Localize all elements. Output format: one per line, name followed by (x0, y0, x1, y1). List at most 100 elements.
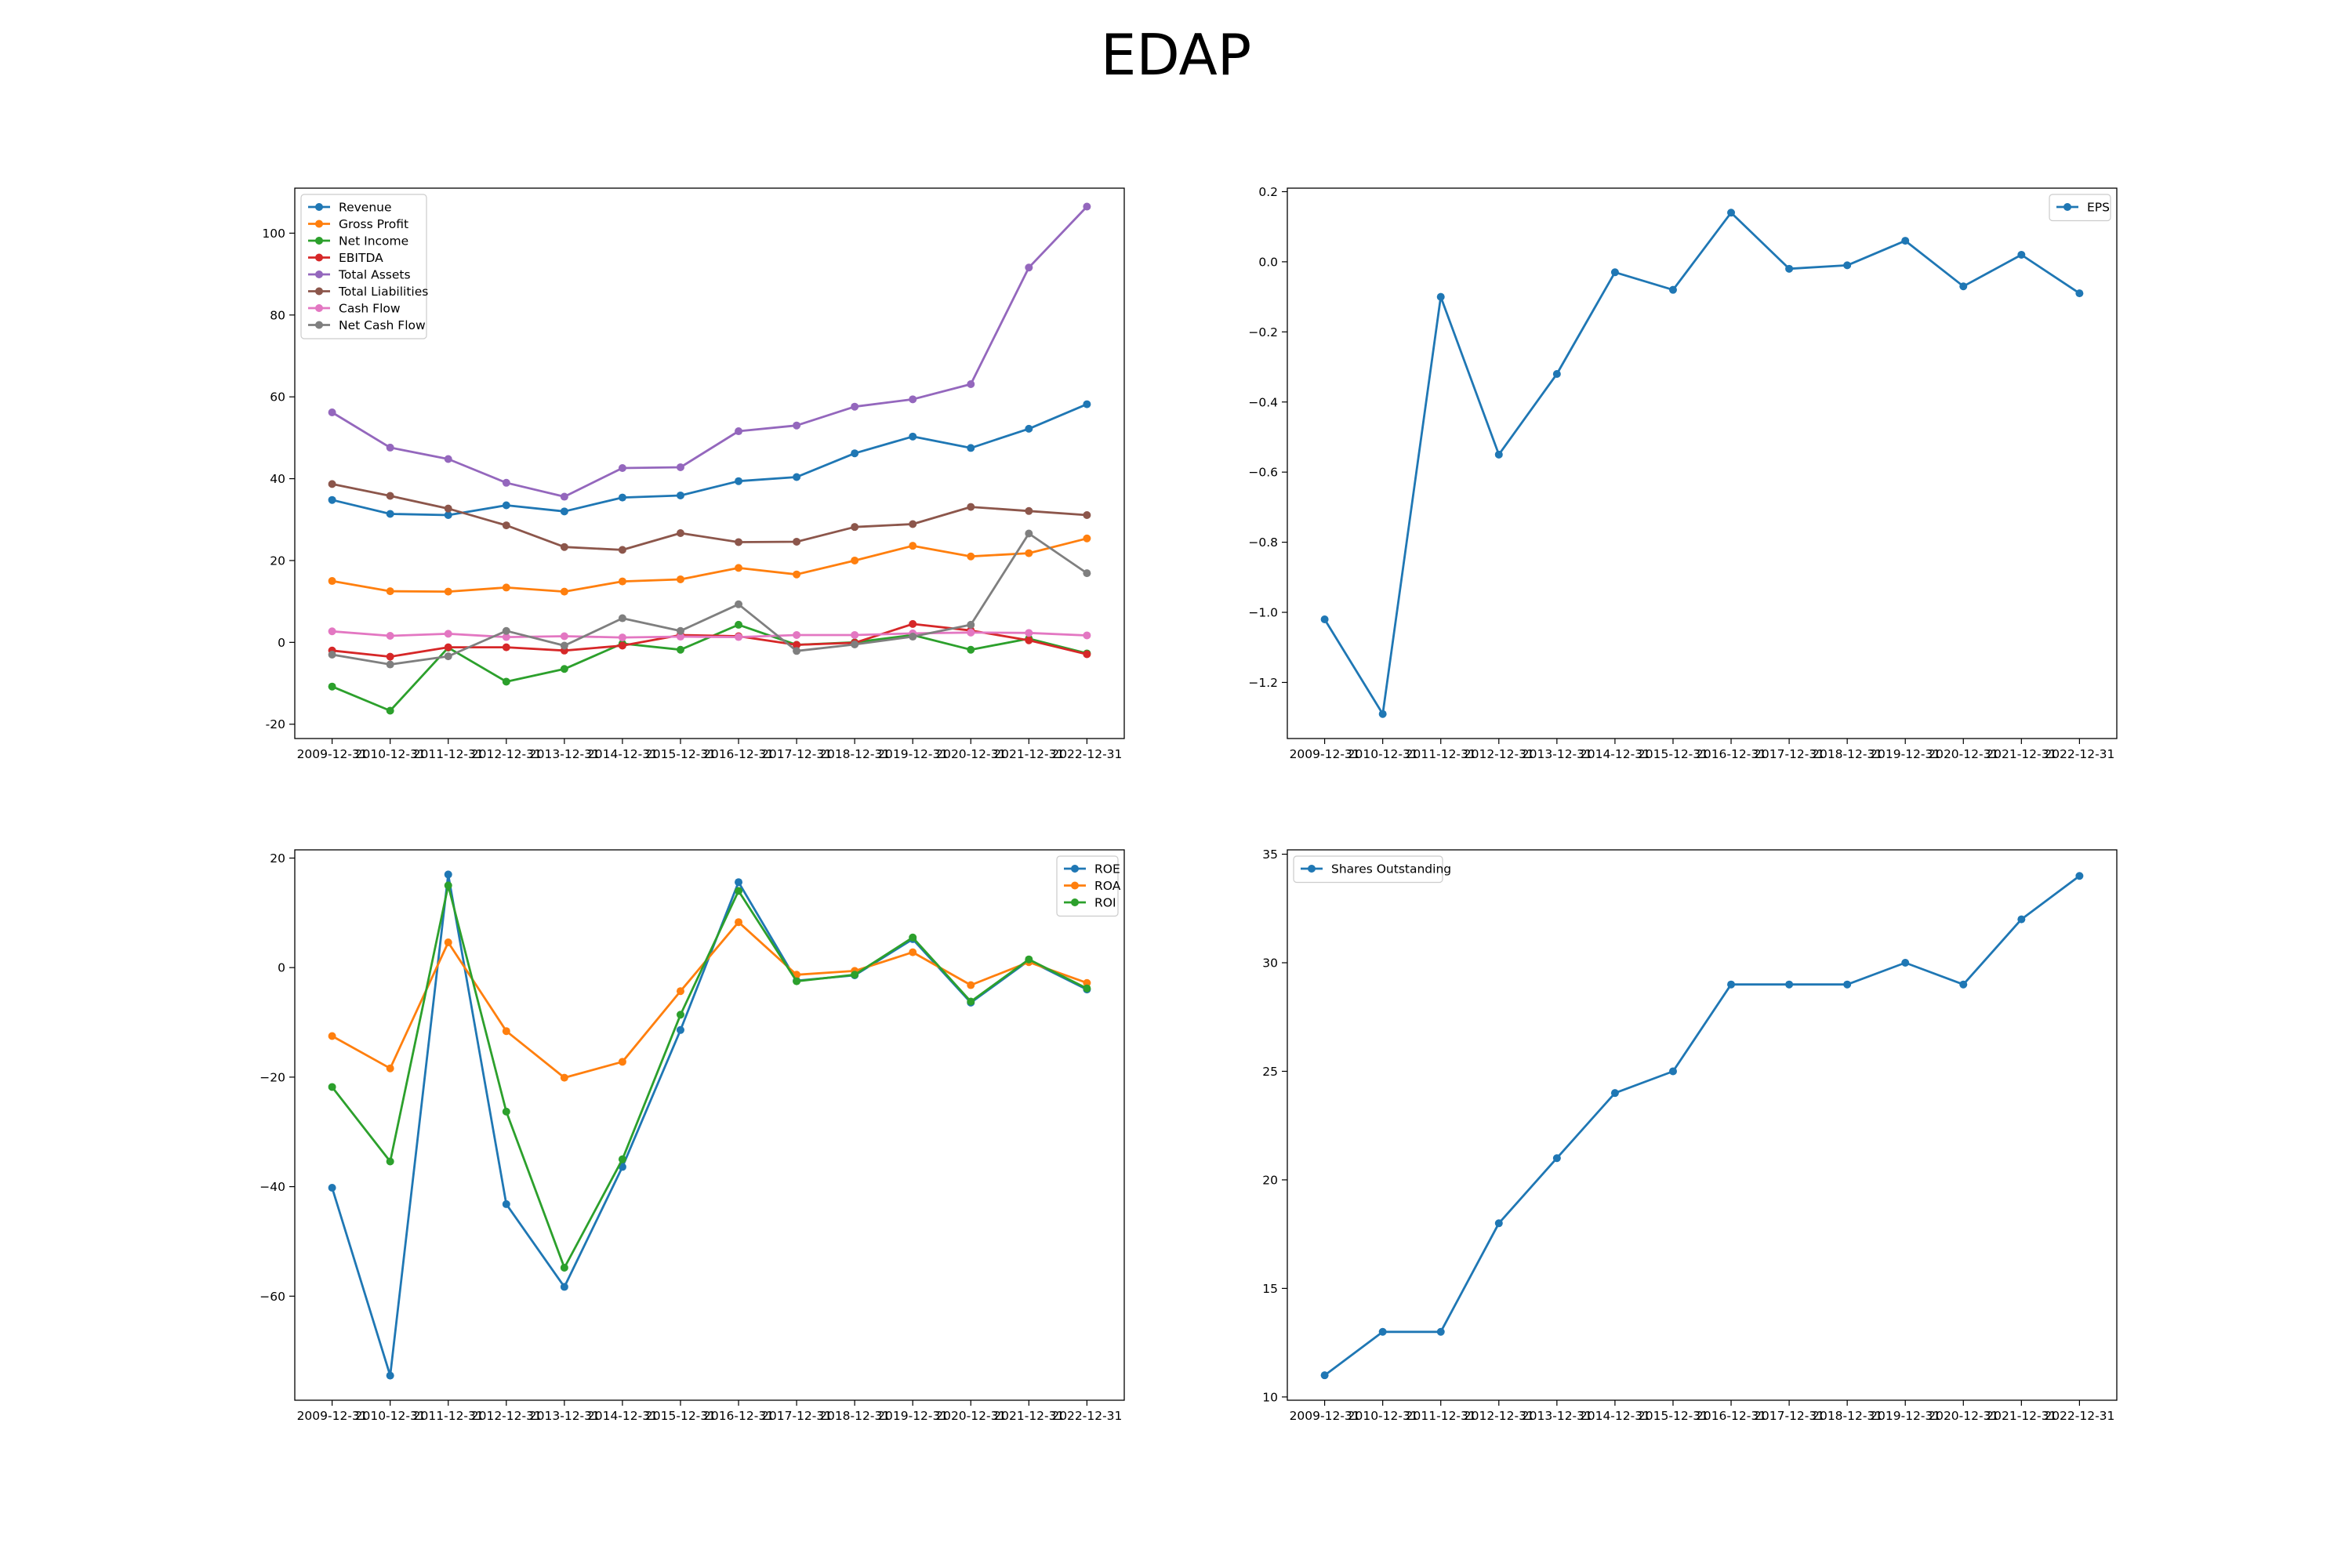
legend-marker (1308, 865, 1316, 873)
series-roi (328, 881, 1091, 1272)
x-tick-label: 2017-12-31 (1754, 1409, 1824, 1423)
data-point (1083, 202, 1091, 211)
series-line (1323, 875, 2081, 1377)
data-point (1025, 263, 1033, 272)
data-point (328, 682, 336, 691)
y-tick-label: 80 (270, 308, 285, 322)
data-point (735, 633, 743, 641)
data-point (1083, 511, 1091, 520)
series-line (1323, 211, 2081, 716)
y-tick-label: −1.2 (1248, 676, 1278, 690)
x-tick-label: 2010-12-31 (355, 1409, 426, 1423)
legend-marker (315, 237, 323, 245)
data-point (386, 1157, 394, 1166)
legend-marker (315, 304, 323, 312)
data-point (909, 619, 917, 628)
legend-marker (1071, 898, 1079, 906)
data-point (851, 556, 859, 564)
data-point (967, 645, 975, 654)
x-tick-label: 2016-12-31 (1696, 1409, 1766, 1423)
data-point (1025, 549, 1033, 557)
x-tick-label: 2021-12-31 (1986, 747, 2056, 761)
x-tick-label: 2009-12-31 (1290, 1409, 1360, 1423)
data-point (735, 538, 743, 546)
chart-panel-1: 2009-12-312010-12-312011-12-312012-12-31… (262, 187, 1125, 761)
x-tick-label: 2012-12-31 (471, 747, 542, 761)
data-point (386, 510, 394, 518)
y-tick-label: 0.2 (1258, 185, 1278, 199)
data-point (502, 521, 510, 530)
y-tick-label: 10 (1262, 1390, 1278, 1404)
data-point (560, 641, 568, 650)
x-tick-label: 2015-12-31 (645, 747, 716, 761)
data-point (735, 427, 743, 436)
series-total-assets (328, 202, 1091, 501)
x-tick-label: 2010-12-31 (1348, 747, 1418, 761)
data-point (1083, 534, 1091, 543)
y-tick-label: −40 (260, 1180, 285, 1194)
x-tick-label: 2022-12-31 (1051, 1409, 1122, 1423)
data-point (1083, 400, 1091, 408)
data-point (1083, 650, 1091, 659)
data-point (1610, 268, 1619, 277)
data-point (676, 987, 684, 996)
series-line (332, 483, 1087, 551)
y-tick-label: −20 (260, 1070, 285, 1084)
data-point (444, 938, 452, 947)
plot-frame (1287, 849, 2118, 1401)
x-tick-label: 2021-12-31 (1986, 1409, 2056, 1423)
x-tick-label: 2014-12-31 (587, 747, 658, 761)
data-point (1025, 636, 1033, 644)
x-tick-label: 2015-12-31 (1638, 1409, 1708, 1423)
y-tick-label: 25 (1262, 1065, 1278, 1079)
data-point (793, 537, 801, 546)
x-tick-label: 2011-12-31 (413, 1409, 484, 1423)
data-point (851, 523, 859, 532)
data-point (328, 480, 336, 488)
x-tick-label: 2021-12-31 (993, 747, 1064, 761)
y-tick-label: −60 (260, 1290, 285, 1304)
data-point (328, 651, 336, 659)
data-point (793, 977, 801, 985)
data-point (793, 570, 801, 579)
data-point (560, 543, 568, 551)
x-tick-label: 2009-12-31 (297, 747, 368, 761)
data-point (735, 600, 743, 608)
data-point (1843, 261, 1852, 270)
data-point (502, 1027, 510, 1036)
series-line (332, 403, 1087, 517)
data-point (444, 511, 452, 520)
data-point (967, 628, 975, 637)
data-point (1025, 955, 1033, 964)
series-revenue (328, 400, 1091, 520)
legend-label: Net Income (339, 234, 408, 249)
x-tick-label: 2010-12-31 (1348, 1409, 1418, 1423)
data-point (502, 677, 510, 686)
plot-frame (1287, 187, 2118, 739)
series-roa (328, 918, 1091, 1082)
data-point (967, 997, 975, 1006)
data-point (1025, 424, 1033, 433)
data-point (793, 421, 801, 430)
data-point (502, 633, 510, 641)
x-tick-label: 2017-12-31 (761, 747, 832, 761)
data-point (676, 463, 684, 471)
data-point (328, 1083, 336, 1091)
x-tick-label: 2022-12-31 (2044, 1409, 2114, 1423)
legend: ROE ROA ROI (1056, 855, 1121, 917)
y-tick-label: -20 (266, 717, 285, 731)
data-point (1901, 959, 1910, 967)
y-tick-label: 20 (270, 554, 285, 568)
x-tick-label: 2020-12-31 (1928, 747, 1998, 761)
data-point (618, 546, 626, 554)
legend-label: Total Liabilities (338, 285, 428, 299)
data-point (1785, 264, 1794, 273)
data-point (1727, 980, 1736, 989)
data-point (909, 948, 917, 956)
legend: Shares Outstanding (1293, 855, 1451, 884)
data-point (967, 380, 975, 389)
data-point (386, 443, 394, 452)
legend-marker (315, 220, 323, 228)
data-point (1494, 450, 1503, 459)
data-point (444, 504, 452, 513)
